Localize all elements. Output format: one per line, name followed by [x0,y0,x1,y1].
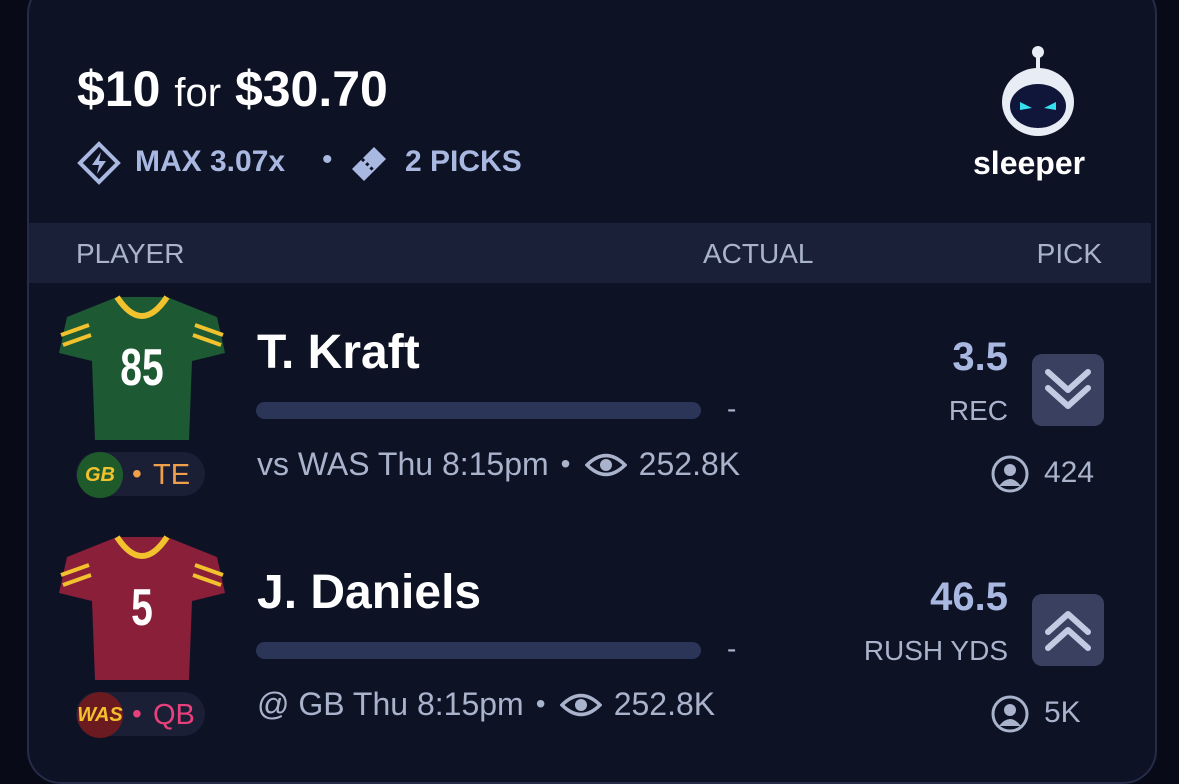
jersey-shape [59,295,225,440]
eye-icon [584,450,628,480]
team-logo: GB [77,452,123,498]
column-header: ACTUAL [703,238,814,269]
eye [559,693,603,717]
progress-bar [256,642,701,659]
picks-count: 2 PICKS [405,145,522,178]
line-value: 46.5 [930,575,1008,619]
pickers-icon [990,694,1030,734]
stat-type: REC [948,395,1008,426]
stake: $10 [77,61,161,117]
user-icon [991,455,1029,493]
actual: - [727,633,737,664]
column-header: PLAYER [76,238,185,269]
brand: sleeper [973,145,1086,181]
progress-bar [256,402,701,419]
views: 252.8K [613,686,716,722]
payout: $30.70 [234,61,388,117]
position: QB [153,699,195,731]
jersey-number: 85 [120,339,164,397]
team-logo: WAS [77,692,123,738]
pick-button[interactable] [1032,354,1104,426]
actual: - [727,393,737,424]
bullet: • [132,458,142,489]
user-icon [991,695,1029,733]
jersey [57,295,227,445]
stat-type: RUSH YDS [863,635,1008,666]
bullet: • [560,448,571,479]
multiplier: MAX 3.07x [135,145,286,178]
jersey-number: 5 [131,579,153,637]
pickers-icon [990,454,1030,494]
connector: for [174,71,222,115]
line-value: 3.5 [952,335,1008,379]
eye-icon [559,690,603,720]
eye [584,453,628,477]
chevron [1045,611,1091,651]
player-name: T. Kraft [257,326,420,379]
game-info: vs WAS Thu 8:15pm [257,446,549,482]
position: TE [153,459,191,491]
pick-button[interactable] [1032,594,1104,666]
bullet: • [132,698,142,729]
pickers-count: 5K [1044,696,1081,729]
ticket-icon [352,147,386,181]
jersey [57,535,227,685]
sleeper-logo [1002,46,1074,136]
bullet: • [535,688,546,719]
game-info: @ GB Thu 8:15pm [257,686,524,722]
jersey-shape [59,535,225,680]
pickers-count: 424 [1044,456,1095,489]
views: 252.8K [638,446,741,482]
page: $10 for $30.70 MAX 3.07x • 2 PICKS sleep… [27,0,1157,784]
separator: • [322,143,333,176]
chevron [1045,369,1091,409]
boost-icon [77,141,121,185]
payout-line: $10 for $30.70 [77,60,388,118]
column-header: PICK [1036,238,1102,269]
player-name: J. Daniels [257,566,482,619]
column-header-bar [29,223,1151,283]
